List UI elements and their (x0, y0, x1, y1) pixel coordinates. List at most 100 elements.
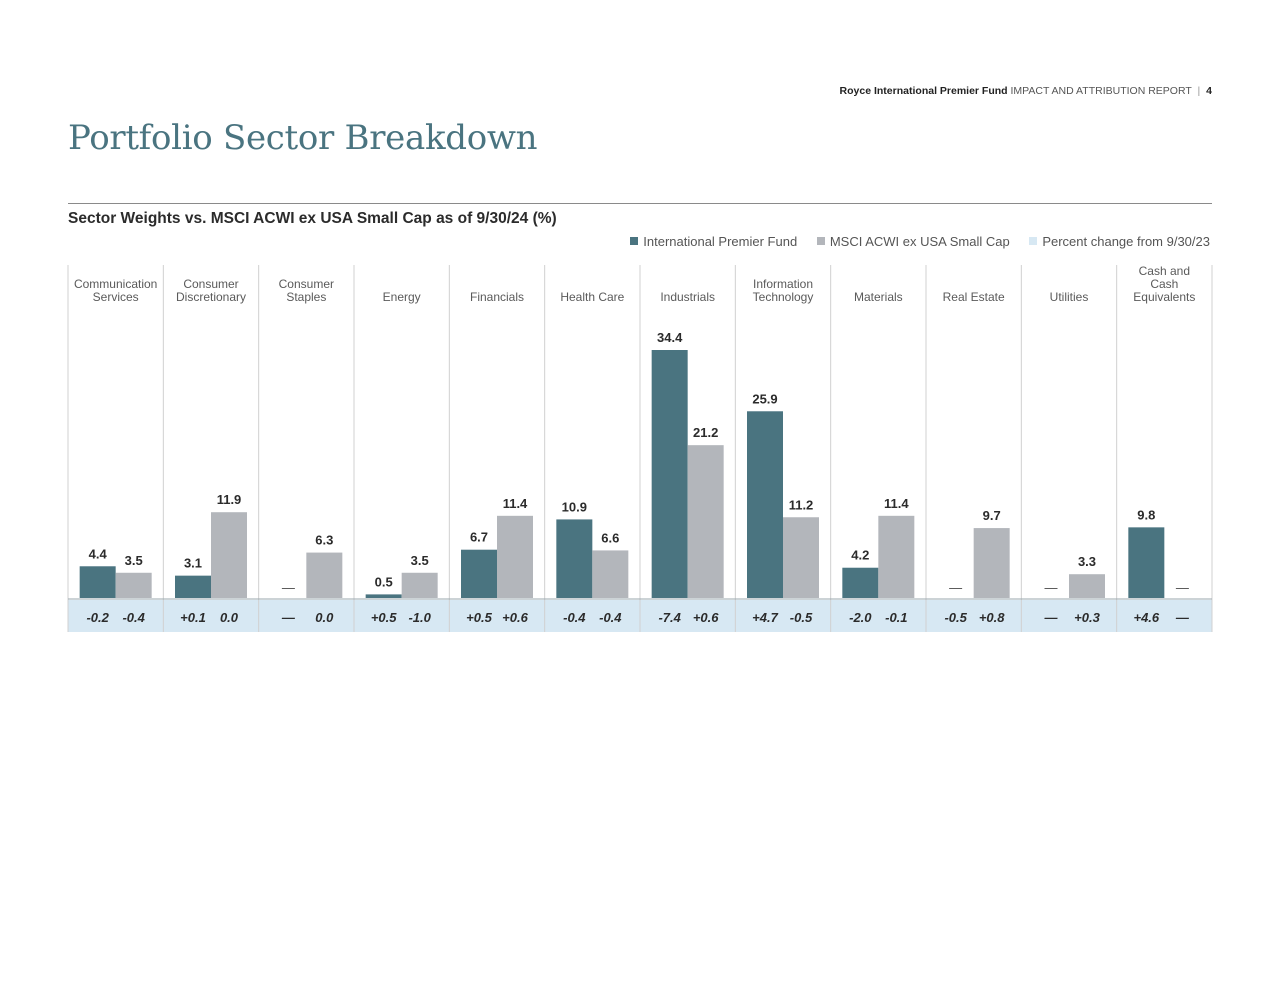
category-label-consumer-discretionary: Discretionary (176, 290, 246, 304)
category-label-communication-services: Communication (74, 277, 157, 291)
page-title: Portfolio Sector Breakdown (68, 118, 538, 158)
fund-change-label-energy: +0.5 (371, 610, 397, 625)
chart-legend: International Premier Fund MSCI ACWI ex … (614, 234, 1210, 249)
benchmark-change-label-consumer-discretionary: 0.0 (220, 610, 239, 625)
fund-bar-communication-services (79, 566, 116, 598)
category-label-materials: Materials (854, 290, 903, 304)
legend-swatch-fund (630, 237, 639, 245)
chart-title: Sector Weights vs. MSCI ACWI ex USA Smal… (68, 210, 557, 227)
benchmark-change-label-health-care: -0.4 (599, 610, 622, 625)
category-label-information-technology: Technology (753, 290, 814, 304)
legend-swatch-benchmark (816, 237, 825, 245)
category-label-information-technology: Information (753, 277, 813, 291)
benchmark-change-label-materials: -0.1 (885, 610, 907, 625)
fund-change-label-financials: +0.5 (466, 610, 492, 625)
benchmark-change-label-financials: +0.6 (502, 610, 528, 625)
benchmark-change-label-information-technology: -0.5 (790, 610, 813, 625)
header-separator: | (1197, 85, 1201, 97)
benchmark-value-label-industrials: 21.2 (693, 425, 718, 440)
benchmark-bar-energy (401, 572, 438, 598)
fund-value-label-communication-services: 4.4 (89, 546, 108, 561)
fund-value-label-health-care: 10.9 (562, 499, 587, 514)
legend-item-benchmark: MSCI ACWI ex USA Small Cap (816, 234, 1014, 249)
title-divider (68, 203, 1212, 204)
fund-name: Royce International Premier Fund (839, 85, 1008, 97)
fund-value-label-cash-and-cash-equivalents: 9.8 (1137, 507, 1155, 522)
benchmark-bar-communication-services (115, 572, 152, 598)
fund-bar-industrials (651, 350, 688, 598)
fund-change-label-health-care: -0.4 (563, 610, 586, 625)
category-label-consumer-discretionary: Consumer (183, 277, 238, 291)
page-number: 4 (1206, 85, 1212, 97)
benchmark-value-label-energy: 3.5 (411, 553, 429, 568)
benchmark-bar-consumer-staples (306, 552, 343, 598)
fund-change-label-materials: -2.0 (849, 610, 872, 625)
benchmark-bar-real-estate (973, 528, 1010, 598)
category-label-consumer-staples: Staples (286, 290, 326, 304)
benchmark-bar-materials (878, 515, 915, 598)
benchmark-value-label-health-care: 6.6 (601, 530, 619, 545)
benchmark-bar-consumer-discretionary (211, 512, 247, 598)
fund-bar-financials (461, 549, 497, 598)
fund-value-label-industrials: 34.4 (657, 330, 683, 345)
legend-label-fund: International Premier Fund (643, 234, 798, 249)
legend-swatch-change (1029, 237, 1038, 245)
fund-change-label-cash-and-cash-equivalents: +4.6 (1133, 610, 1159, 625)
category-label-cash-and-cash-equivalents: Equivalents (1133, 290, 1195, 304)
benchmark-bar-health-care (592, 550, 629, 598)
fund-bar-energy (365, 594, 402, 598)
benchmark-bar-industrials (687, 445, 724, 598)
fund-value-label-consumer-discretionary: 3.1 (184, 556, 202, 571)
category-label-real-estate: Real Estate (943, 290, 1005, 304)
legend-item-fund: International Premier Fund (630, 234, 801, 249)
benchmark-value-label-utilities: 3.3 (1078, 554, 1096, 569)
benchmark-value-label-real-estate: 9.7 (983, 508, 1001, 523)
fund-change-label-information-technology: +4.7 (752, 610, 778, 625)
fund-change-label-utilities: — (1044, 610, 1059, 625)
fund-change-label-consumer-staples: — (281, 610, 296, 625)
benchmark-bar-information-technology (783, 517, 819, 598)
benchmark-value-label-information-technology: 11.2 (789, 497, 814, 512)
fund-value-label-energy: 0.5 (375, 574, 393, 589)
benchmark-change-label-real-estate: +0.8 (979, 610, 1005, 625)
category-label-communication-services: Services (93, 290, 139, 304)
benchmark-bar-utilities (1069, 574, 1105, 598)
benchmark-value-label-consumer-staples: 6.3 (315, 533, 333, 548)
fund-change-label-communication-services: -0.2 (86, 610, 109, 625)
benchmark-change-label-utilities: +0.3 (1074, 610, 1100, 625)
legend-label-change: Percent change from 9/30/23 (1042, 234, 1210, 249)
benchmark-change-label-industrials: +0.6 (693, 610, 719, 625)
fund-bar-materials (842, 567, 879, 598)
benchmark-change-label-communication-services: -0.4 (122, 610, 145, 625)
fund-bar-information-technology (747, 411, 783, 598)
fund-bar-consumer-discretionary (175, 575, 211, 598)
fund-change-label-consumer-discretionary: +0.1 (180, 610, 206, 625)
legend-label-benchmark: MSCI ACWI ex USA Small Cap (829, 234, 1010, 249)
fund-bar-cash-and-cash-equivalents (1128, 527, 1165, 598)
category-label-utilities: Utilities (1050, 290, 1089, 304)
benchmark-value-label-financials: 11.4 (503, 496, 528, 511)
benchmark-value-label-cash-and-cash-equivalents: — (1176, 580, 1189, 595)
benchmark-value-label-materials: 11.4 (884, 496, 909, 511)
category-label-industrials: Industrials (660, 290, 715, 304)
category-label-financials: Financials (470, 290, 524, 304)
benchmark-change-label-energy: -1.0 (408, 610, 431, 625)
fund-change-label-industrials: -7.4 (658, 610, 681, 625)
category-label-cash-and-cash-equivalents: Cash and (1139, 264, 1190, 278)
report-title: IMPACT AND ATTRIBUTION REPORT (1010, 85, 1192, 97)
fund-change-label-real-estate: -0.5 (944, 610, 967, 625)
fund-value-label-real-estate: — (949, 580, 962, 595)
category-label-energy: Energy (383, 290, 421, 304)
benchmark-value-label-consumer-discretionary: 11.9 (217, 492, 242, 507)
benchmark-change-label-consumer-staples: 0.0 (315, 610, 334, 625)
category-label-health-care: Health Care (560, 290, 624, 304)
fund-bar-health-care (556, 519, 593, 598)
legend-item-change: Percent change from 9/30/23 (1029, 234, 1210, 249)
report-header: Royce International Premier Fund IMPACT … (840, 85, 1212, 97)
benchmark-bar-financials (497, 515, 533, 598)
category-label-consumer-staples: Consumer (279, 277, 334, 291)
category-label-cash-and-cash-equivalents: Cash (1150, 277, 1178, 291)
fund-value-label-consumer-staples: — (282, 580, 295, 595)
fund-value-label-utilities: — (1045, 580, 1058, 595)
